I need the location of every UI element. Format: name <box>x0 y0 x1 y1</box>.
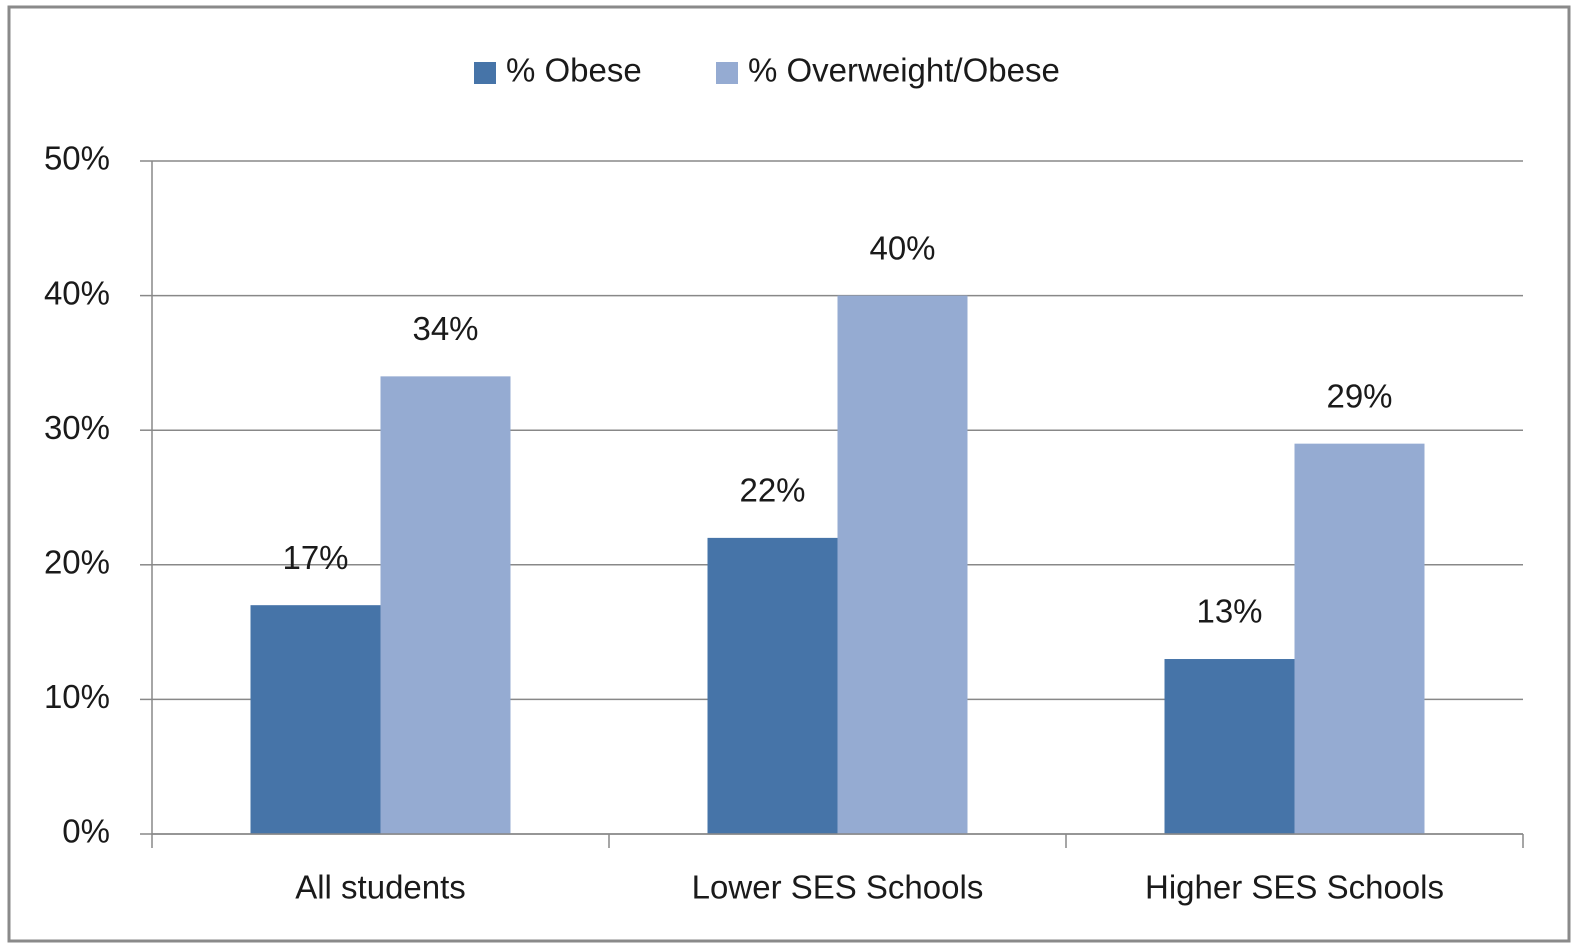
y-tick-label: 10% <box>44 678 110 715</box>
bar <box>380 376 511 834</box>
bar <box>250 605 381 834</box>
bar <box>707 537 838 834</box>
legend-swatch <box>474 62 496 84</box>
bar <box>1164 659 1295 834</box>
legend-label: % Obese <box>506 52 642 89</box>
legend-swatch <box>716 62 738 84</box>
y-tick-label: 20% <box>44 544 110 581</box>
data-label: 34% <box>412 310 478 347</box>
bar <box>837 295 968 835</box>
x-tick-label: All students <box>295 869 466 906</box>
data-label: 22% <box>739 472 805 509</box>
data-label: 29% <box>1326 377 1392 414</box>
data-label: 13% <box>1196 593 1262 630</box>
y-tick-label: 0% <box>62 813 110 850</box>
bar <box>1294 443 1425 834</box>
legend-label: % Overweight/Obese <box>748 52 1060 89</box>
x-tick-label: Higher SES Schools <box>1145 869 1444 906</box>
x-tick-label: Lower SES Schools <box>692 869 984 906</box>
y-tick-label: 40% <box>44 274 110 311</box>
y-tick-label: 30% <box>44 409 110 446</box>
y-tick-label: 50% <box>44 140 110 177</box>
data-label: 40% <box>869 229 935 266</box>
data-label: 17% <box>282 539 348 576</box>
